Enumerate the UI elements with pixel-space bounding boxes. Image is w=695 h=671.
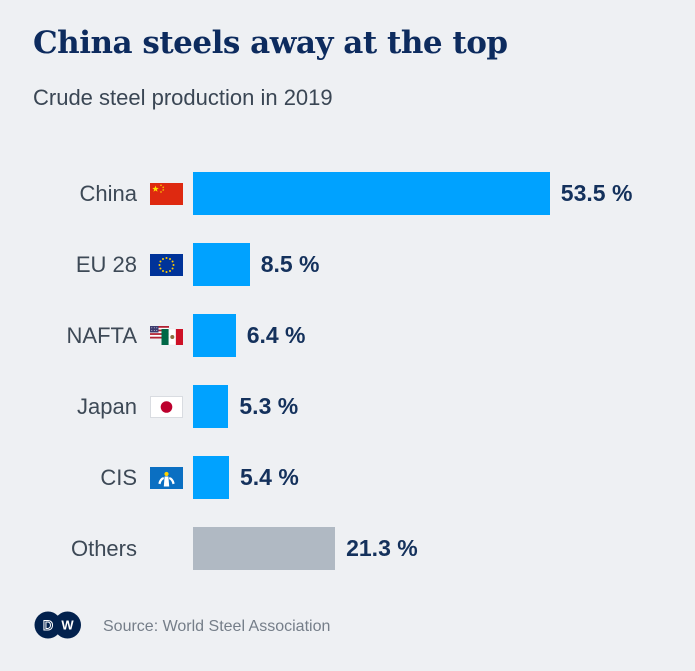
chart-row: China 53.5 % <box>33 158 683 229</box>
japan-flag-icon <box>150 395 183 418</box>
bar-cis <box>193 456 229 499</box>
bar-japan <box>193 385 229 428</box>
bar-china <box>193 172 550 215</box>
bar-chart: China 53.5 % EU 28 8.5 % NAFTA 6.4 % Japan 5.3 … <box>33 158 683 584</box>
cis-flag-icon <box>150 466 183 489</box>
category-label: EU 28 <box>75 251 137 277</box>
category-label: China <box>79 180 137 206</box>
chart-row: CIS 5.4 % <box>33 442 683 513</box>
chart-subtitle: Crude steel production in 2019 <box>33 85 333 110</box>
value-label: 53.5 % <box>560 180 633 206</box>
flag-placeholder <box>150 538 183 560</box>
chart-row: EU 28 8.5 % <box>33 229 683 300</box>
chart-row: NAFTA 6.4 % <box>33 300 683 371</box>
value-label: 5.3 % <box>239 393 299 419</box>
eu-28-flag-icon <box>150 253 183 276</box>
chart-row: Japan 5.3 % <box>33 371 683 442</box>
source-credit: Source: World Steel Association <box>103 618 331 635</box>
bar-eu-28 <box>193 243 250 286</box>
china-flag-icon <box>150 182 183 205</box>
category-label: NAFTA <box>66 322 137 348</box>
category-label: CIS <box>100 464 137 490</box>
svg-text:W: W <box>61 618 74 633</box>
nafta-flag-icon <box>150 325 183 347</box>
svg-text:D: D <box>43 617 53 633</box>
bar-others <box>193 527 336 570</box>
page-title: China steels away at the top <box>33 25 508 61</box>
value-label: 6.4 % <box>246 322 306 348</box>
category-label: Japan <box>77 393 137 419</box>
value-label: 8.5 % <box>260 251 320 277</box>
category-label: Others <box>70 535 137 561</box>
chart-row: Others 21.3 % <box>33 513 683 584</box>
bar-nafta <box>193 314 236 357</box>
value-label: 5.4 % <box>240 464 299 490</box>
value-label: 21.3 % <box>346 535 418 561</box>
